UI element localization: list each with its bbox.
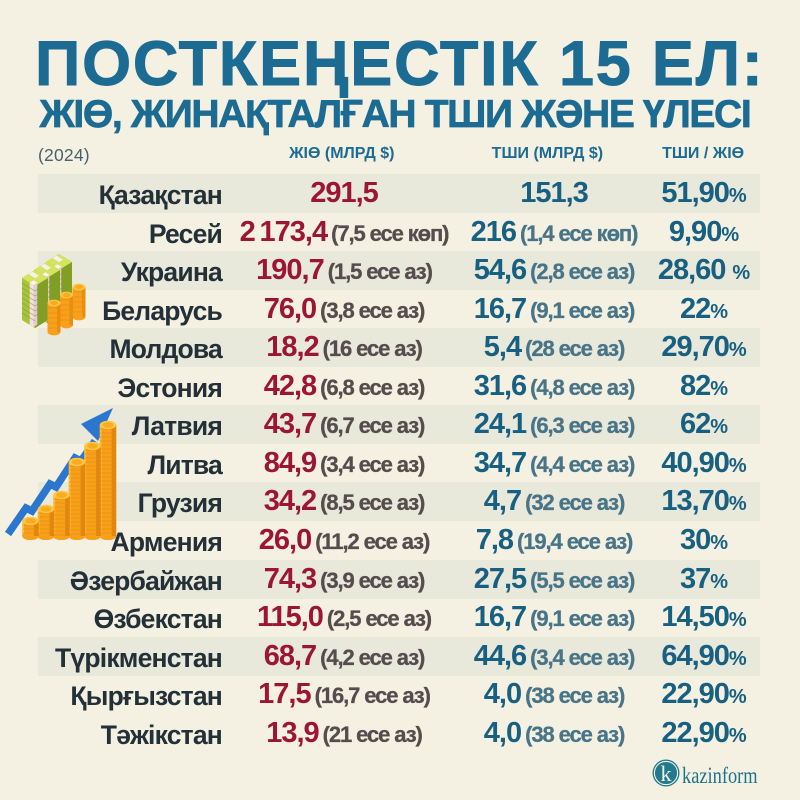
svg-text:k: k <box>661 761 672 786</box>
